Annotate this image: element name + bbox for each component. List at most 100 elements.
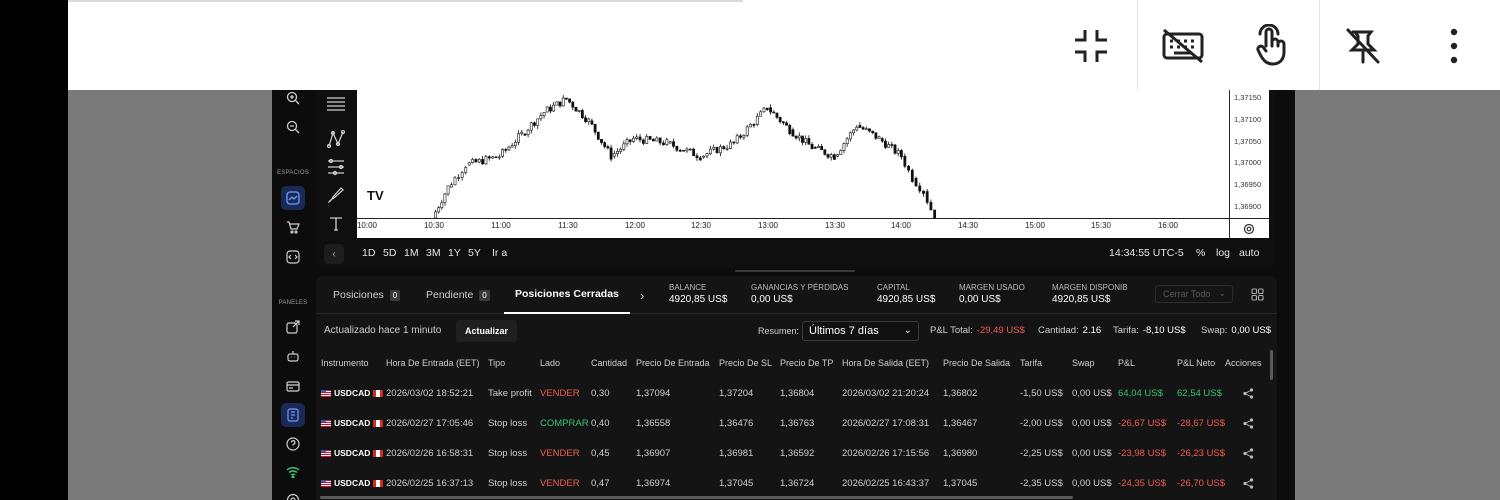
candle xyxy=(810,142,814,150)
column-header[interactable]: Precio De Salida xyxy=(943,358,1011,368)
panel-resize-handle[interactable] xyxy=(735,270,855,272)
tab-open-positions[interactable]: Posiciones 0 xyxy=(333,276,401,314)
table-row[interactable]: USDCAD 2026/03/02 18:52:21 Take profit VEND… xyxy=(316,378,1277,408)
settings-button[interactable] xyxy=(281,488,305,500)
candle xyxy=(474,158,478,163)
column-header[interactable]: Tarifa xyxy=(1020,358,1043,368)
column-header[interactable]: Instrumento xyxy=(321,358,369,368)
column-header[interactable]: Precio De Entrada xyxy=(636,358,710,368)
text-tool[interactable] xyxy=(324,212,348,234)
share-button[interactable] xyxy=(1241,386,1255,400)
chart-settings-button[interactable] xyxy=(1240,221,1258,237)
column-header[interactable]: Acciones xyxy=(1225,358,1262,368)
column-header[interactable]: Lado xyxy=(540,358,561,368)
table-row[interactable]: USDCAD 2026/02/27 17:05:46 Stop loss COMPRA… xyxy=(316,408,1277,438)
tabs-more-arrow[interactable]: › xyxy=(640,287,645,303)
positions-panel-button[interactable] xyxy=(281,315,305,339)
vertical-scrollbar[interactable] xyxy=(1270,350,1273,380)
type-cell: Stop loss xyxy=(488,478,528,489)
price-chart[interactable]: TV xyxy=(357,90,1229,238)
calendar-panel-button[interactable] xyxy=(281,374,305,398)
unpin-button[interactable] xyxy=(1335,18,1391,74)
summary-period-select[interactable]: Últimos 7 días ⌄ xyxy=(802,321,919,341)
share-button[interactable] xyxy=(1241,446,1255,460)
column-header[interactable]: Tipo xyxy=(488,358,506,368)
range-3m-button[interactable]: 3M xyxy=(426,247,441,259)
candle xyxy=(890,141,894,149)
candle xyxy=(791,127,795,137)
table-row[interactable]: USDCAD 2026/02/25 16:37:13 Stop loss VENDER… xyxy=(316,468,1277,498)
close-all-button[interactable]: Cerrar Todo ⌄ xyxy=(1155,285,1233,303)
range-5d-button[interactable]: 5D xyxy=(383,247,397,259)
collapse-arrow-button[interactable]: ‹ xyxy=(324,244,344,264)
candle xyxy=(820,143,824,151)
candle xyxy=(494,156,498,159)
layout-button[interactable] xyxy=(1249,286,1265,302)
tab-pending[interactable]: Pendiente 0 xyxy=(426,276,490,314)
range-1d-button[interactable]: 1D xyxy=(362,247,376,259)
x-tick: 11:00 xyxy=(491,221,511,230)
percent-scale-button[interactable]: % xyxy=(1196,247,1206,259)
column-header[interactable]: Swap xyxy=(1072,358,1095,368)
candle xyxy=(467,161,471,166)
zoom-in-button[interactable] xyxy=(281,86,305,110)
column-header[interactable]: Hora De Entrada (EET) xyxy=(386,358,480,368)
x-tick: 12:30 xyxy=(690,221,712,230)
log-scale-button[interactable]: log xyxy=(1216,247,1231,259)
column-header[interactable]: Cantidad xyxy=(591,358,628,368)
column-header[interactable]: P&L xyxy=(1118,358,1136,368)
price-axis[interactable]: 1,37150 1,37100 1,37050 1,37000 1,36950 … xyxy=(1229,90,1269,238)
exit-fullscreen-button[interactable] xyxy=(1063,18,1119,74)
connection-status xyxy=(281,460,305,484)
auto-scale-button[interactable]: auto xyxy=(1239,247,1260,259)
chart-clock[interactable]: 14:34:55 UTC-5 xyxy=(1109,247,1184,259)
horizontal-lines-tool[interactable] xyxy=(324,92,348,114)
column-header[interactable]: P&L Neto xyxy=(1177,358,1216,368)
chart-workspace-button[interactable] xyxy=(281,186,305,210)
horizontal-scrollbar[interactable] xyxy=(320,496,1073,499)
goto-date-button[interactable]: Ir a xyxy=(492,247,508,259)
range-1m-button[interactable]: 1M xyxy=(404,247,419,259)
candle xyxy=(497,154,501,160)
code-button[interactable] xyxy=(281,245,305,269)
zoom-out-button[interactable] xyxy=(281,115,305,139)
zoom-in-icon xyxy=(286,91,300,105)
column-header[interactable]: Precio De SL xyxy=(719,358,773,368)
tp-cell: 1,36592 xyxy=(780,448,815,459)
candle xyxy=(836,154,839,158)
journal-panel-button[interactable] xyxy=(281,403,305,427)
tab-closed-positions[interactable]: Posiciones Cerradas xyxy=(504,276,630,314)
candle xyxy=(507,145,511,151)
column-header[interactable]: Precio De TP xyxy=(780,358,834,368)
candle xyxy=(477,158,481,164)
bot-panel-button[interactable] xyxy=(281,344,305,368)
candle xyxy=(695,153,699,161)
help-button[interactable] xyxy=(281,432,305,456)
range-1y-button[interactable]: 1Y xyxy=(448,247,461,259)
fib-tool[interactable] xyxy=(324,156,348,178)
range-5y-button[interactable]: 5Y xyxy=(468,247,481,259)
more-button[interactable] xyxy=(1426,18,1482,74)
table-row[interactable]: USDCAD 2026/02/26 16:58:31 Stop loss VENDER… xyxy=(316,438,1277,468)
touch-button[interactable] xyxy=(1244,18,1300,74)
us-flag-icon xyxy=(321,419,331,427)
gear-icon xyxy=(286,493,300,500)
brush-tool[interactable] xyxy=(324,184,348,206)
share-button[interactable] xyxy=(1241,476,1255,490)
candle xyxy=(662,140,665,146)
candle xyxy=(603,141,607,149)
keyboard-off-button[interactable] xyxy=(1155,18,1211,74)
time-axis-line xyxy=(357,218,1269,219)
pattern-tool[interactable] xyxy=(324,128,348,150)
candle xyxy=(648,135,652,141)
share-button[interactable] xyxy=(1241,416,1255,430)
column-header[interactable]: Hora De Salida (EET) xyxy=(842,358,930,368)
candle xyxy=(765,107,769,111)
cart-button[interactable] xyxy=(281,215,305,239)
candle xyxy=(609,144,613,162)
candle xyxy=(871,130,875,135)
tp-cell: 1,36804 xyxy=(780,388,815,399)
refresh-button[interactable]: Actualizar xyxy=(456,320,518,342)
candle xyxy=(513,139,517,149)
time-axis[interactable]: 10:00 10:30 11:00 11:30 12:00 12:30 13:0… xyxy=(357,221,1229,237)
